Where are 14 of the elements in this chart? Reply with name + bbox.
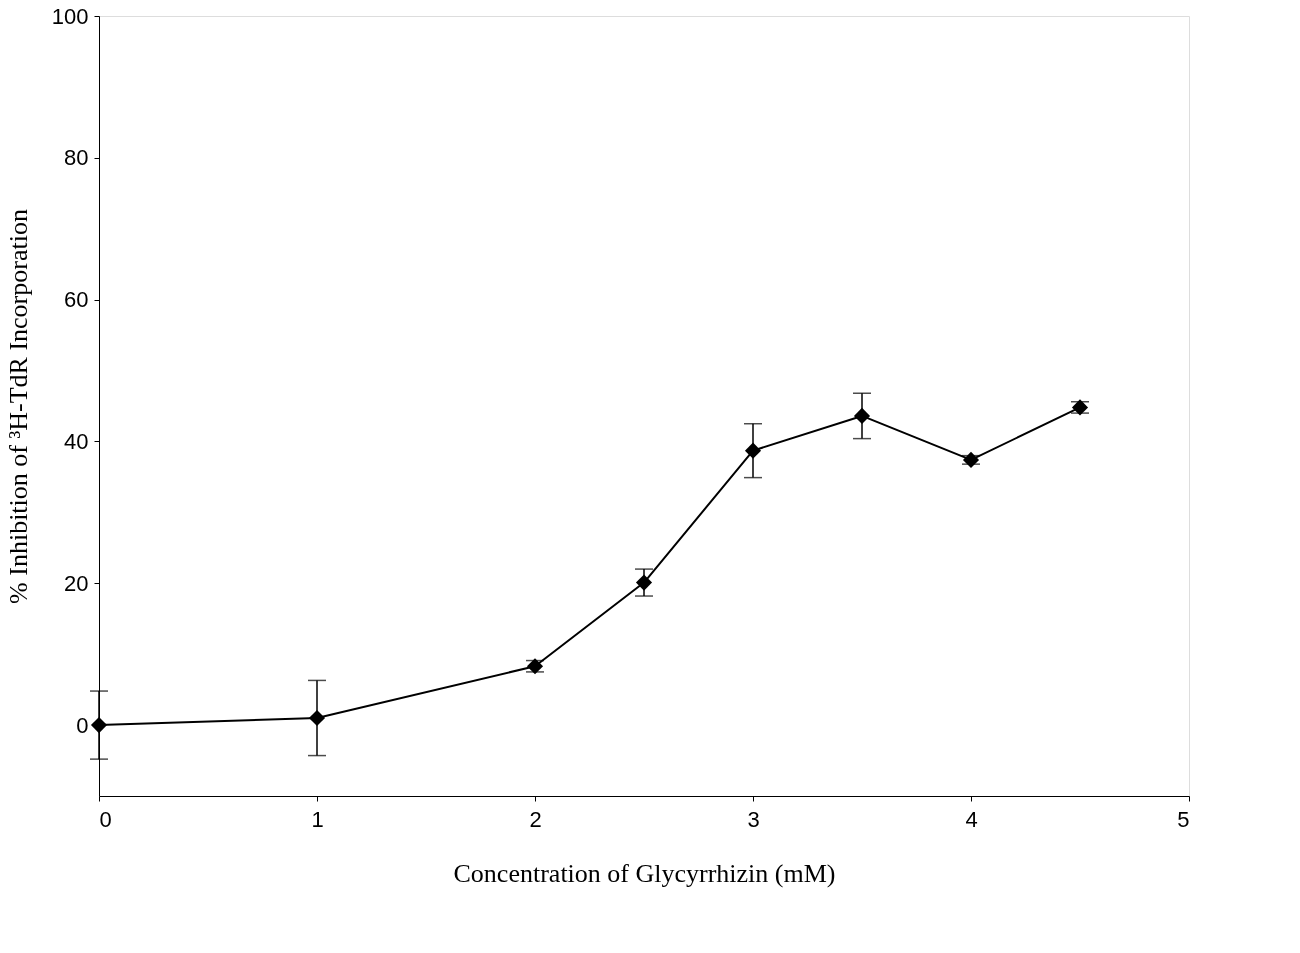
y-tick-label: 100 [51,3,89,29]
x-tick-label: 0 [99,806,112,832]
x-tick-label: 2 [529,806,542,832]
x-tick-label: 5 [1177,806,1190,832]
y-tick-label: 60 [64,287,89,313]
x-tick-label: 3 [747,806,760,832]
x-tick-label: 4 [965,806,978,832]
x-axis-title: Concentration of Glycyrrhizin (mM) [453,858,836,888]
x-tick-label: 1 [311,806,324,832]
y-tick-label: 0 [76,712,89,738]
y-axis-title: % Inhibition of ³H-TdR Incorporation [3,209,33,604]
y-tick-label: 20 [64,570,89,596]
y-tick-label: 80 [64,145,89,171]
y-tick-label: 40 [64,428,89,454]
